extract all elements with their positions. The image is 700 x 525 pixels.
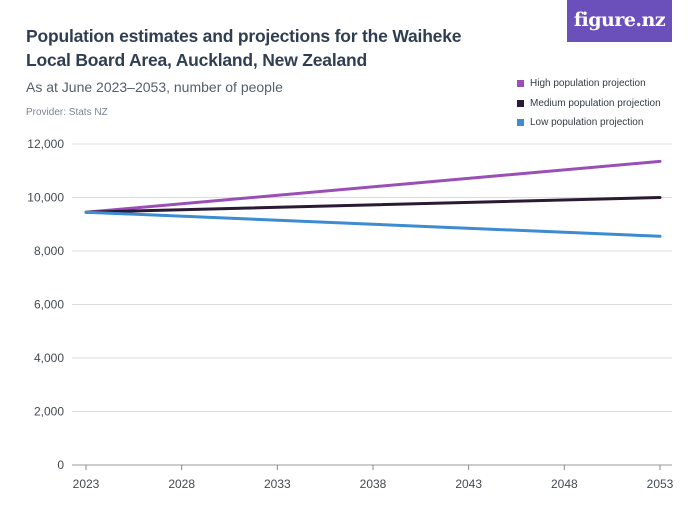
legend-swatch-low bbox=[517, 119, 524, 127]
x-tick-label: 2028 bbox=[168, 477, 195, 491]
series-line bbox=[84, 196, 662, 214]
legend-item-medium: Medium population projection bbox=[517, 94, 661, 114]
series-line bbox=[84, 159, 662, 214]
legend-swatch-medium bbox=[517, 99, 524, 107]
legend-label-medium: Medium population projection bbox=[530, 97, 661, 109]
x-tick-label: 2023 bbox=[73, 477, 100, 491]
x-tick-label: 2053 bbox=[647, 477, 674, 491]
legend-swatch-high bbox=[517, 80, 524, 88]
x-tick-label: 2033 bbox=[264, 477, 291, 491]
x-tick-label: 2038 bbox=[360, 477, 387, 491]
series-line bbox=[84, 210, 662, 238]
y-tick-label: 4,000 bbox=[34, 351, 64, 365]
x-tick-label: 2048 bbox=[551, 477, 578, 491]
legend-label-high: High population projection bbox=[530, 78, 646, 90]
y-tick-label: 6,000 bbox=[34, 298, 64, 312]
y-tick-label: 0 bbox=[57, 458, 64, 472]
y-tick-label: 8,000 bbox=[34, 244, 64, 258]
chart-subtitle: As at June 2023–2053, number of people bbox=[26, 79, 283, 95]
chart-title: Population estimates and projections for… bbox=[26, 26, 462, 70]
figure-nz-logo[interactable]: figure.nz bbox=[567, 0, 672, 42]
y-tick-label: 10,000 bbox=[27, 191, 64, 205]
provider-note: Provider: Stats NZ bbox=[26, 107, 108, 118]
legend-item-high: High population projection bbox=[517, 74, 661, 94]
legend-item-low: Low population projection bbox=[517, 113, 661, 133]
chart-legend: High population projection Medium popula… bbox=[517, 74, 661, 133]
y-tick-label: 2,000 bbox=[34, 405, 64, 419]
legend-label-low: Low population projection bbox=[530, 117, 644, 129]
x-tick-label: 2043 bbox=[455, 477, 482, 491]
y-tick-label: 12,000 bbox=[27, 137, 64, 151]
